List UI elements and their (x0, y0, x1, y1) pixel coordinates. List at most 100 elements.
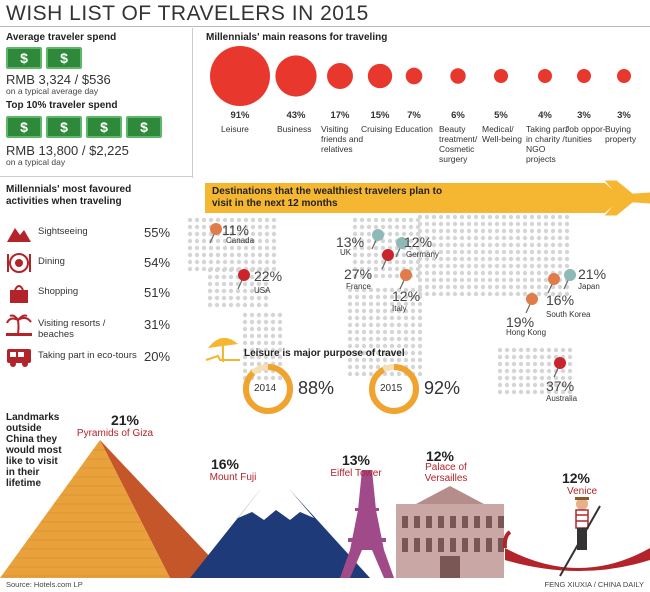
reason-label: Education (395, 124, 433, 134)
avg-spend-heading: Average traveler spend (6, 32, 117, 43)
page-title: WISH LIST OF TRAVELERS IN 2015 (6, 2, 369, 25)
landmarks-heading-line: in their (6, 467, 40, 478)
landmark-illustrations (0, 440, 650, 578)
landmarks-heading-line: China they (6, 434, 58, 445)
reason-pct: 15% (370, 110, 390, 121)
destination-pct: 16% (546, 292, 575, 308)
destination-name: Hong Kong (506, 328, 547, 337)
map-pin-icon (563, 269, 576, 290)
landmark-name: Eiffel Tower (330, 468, 382, 479)
destination-name: Canada (226, 236, 255, 245)
palm-tree-icon (6, 314, 32, 336)
reason-label: Visiting friends and relatives (321, 124, 364, 154)
activity-pct: 55% (144, 225, 171, 240)
leisure-ring (243, 364, 293, 414)
section-divider (0, 176, 192, 177)
ring-pct: 92% (424, 378, 461, 398)
footer-source: Source: Hotels.com LP (6, 580, 83, 589)
reason-bubble (450, 68, 466, 84)
reason-label: Business (277, 124, 312, 134)
reason-pct: 6% (451, 110, 465, 121)
landmarks-heading-line: would most (6, 445, 62, 456)
reason-bubble (367, 63, 393, 89)
destination-name: Italy (392, 304, 407, 313)
map-pin-icon (525, 293, 538, 314)
ring-pct: 88% (298, 378, 335, 398)
activity-label: Dining (38, 256, 65, 267)
avg-spend-sub: on a typical average day (6, 86, 99, 96)
activity-label: Shopping (38, 286, 79, 297)
footer-credit: FENG XIUXIA / CHINA DAILY (544, 580, 644, 589)
landmarks-heading-line: like to visit (6, 456, 58, 467)
map-pin-icon (237, 269, 250, 290)
landmark-name: Mount Fuji (209, 472, 257, 483)
landmarks-heading-line: outside (6, 423, 42, 434)
map-pin-icon (395, 237, 408, 258)
activity-pct: 51% (144, 285, 171, 300)
activities-heading-1: Millennials' most favoured (6, 184, 132, 195)
landmark-name: Venice (566, 486, 598, 497)
destination-pct: 27% (344, 266, 373, 282)
reason-pct: 3% (577, 110, 591, 121)
ring-year: 2014 (254, 383, 277, 394)
reason-label: Cruising (361, 124, 393, 134)
money-bill-icon: $ (46, 47, 82, 69)
destination-name: Japan (578, 282, 600, 291)
landmark-pct: 12% (561, 470, 591, 486)
shopping-bag-icon (10, 285, 28, 303)
reason-bubble (577, 69, 591, 83)
leisure-ring (369, 364, 419, 414)
activity-label: Taking part in eco-tours (38, 350, 137, 361)
leisure-heading: Leisure is major purpose of travel (244, 348, 405, 359)
destination-pct: 12% (392, 288, 421, 304)
reason-bubble (210, 46, 270, 106)
map-pin-icon (399, 269, 412, 290)
map-pin-icon (547, 273, 560, 294)
reason-pct: 43% (286, 110, 306, 121)
destinations-banner (205, 183, 605, 213)
destination-name: Australia (546, 394, 578, 403)
top-spend-sub: on a typical day (6, 157, 66, 167)
reason-pct: 5% (494, 110, 508, 121)
destinations-banner-line-2: visit in the next 12 months (212, 198, 338, 209)
map-pin-icon (371, 229, 384, 250)
reasons-heading: Millennials' main reasons for traveling (206, 32, 388, 43)
reason-bubble (617, 69, 631, 83)
leisure-rings (243, 364, 419, 414)
destination-name: UK (340, 248, 352, 257)
reason-pct: 17% (330, 110, 350, 121)
map-pin-icon (209, 223, 222, 244)
landmark-pct: 12% (425, 448, 455, 464)
landmark-name: Pyramids of Giza (76, 428, 154, 439)
column-divider (192, 28, 193, 178)
destination-pct: 13% (336, 234, 365, 250)
destination-name: South Korea (546, 310, 591, 319)
reason-pct: 3% (617, 110, 631, 121)
money-bill-icon: $ (86, 116, 122, 138)
activity-label: Visiting resorts / beaches (38, 318, 106, 340)
reason-bubble (493, 68, 509, 84)
destinations-banner-line-1: Destinations that the wealthiest travele… (212, 186, 443, 197)
activity-pct: 20% (144, 349, 171, 364)
reason-pct: 7% (407, 110, 421, 121)
activities-heading-2: activities when traveling (6, 196, 122, 207)
reason-label: Beauty treatment/ Cosmetic surgery (439, 124, 478, 164)
destination-name: Germany (406, 250, 439, 259)
avg-spend-bills: $ $ (6, 47, 82, 69)
destination-pct: 37% (546, 378, 575, 394)
top-spend-heading: Top 10% traveler spend (6, 100, 118, 111)
mountain-icon (7, 228, 31, 242)
beach-umbrella-icon (205, 337, 240, 362)
bus-icon (7, 349, 31, 367)
reason-bubble (405, 67, 423, 85)
activity-pct: 31% (144, 317, 171, 332)
landmark-pct: 16% (210, 456, 240, 472)
money-bill-icon: $ (6, 116, 42, 138)
map-pin-icon (553, 357, 566, 378)
reason-pct: 91% (230, 110, 250, 121)
destination-pct: 21% (578, 266, 607, 282)
title-rule (0, 26, 650, 27)
destination-pct: 22% (254, 268, 283, 284)
landmark-name: Versailles (424, 473, 468, 484)
destination-name: USA (254, 286, 271, 295)
